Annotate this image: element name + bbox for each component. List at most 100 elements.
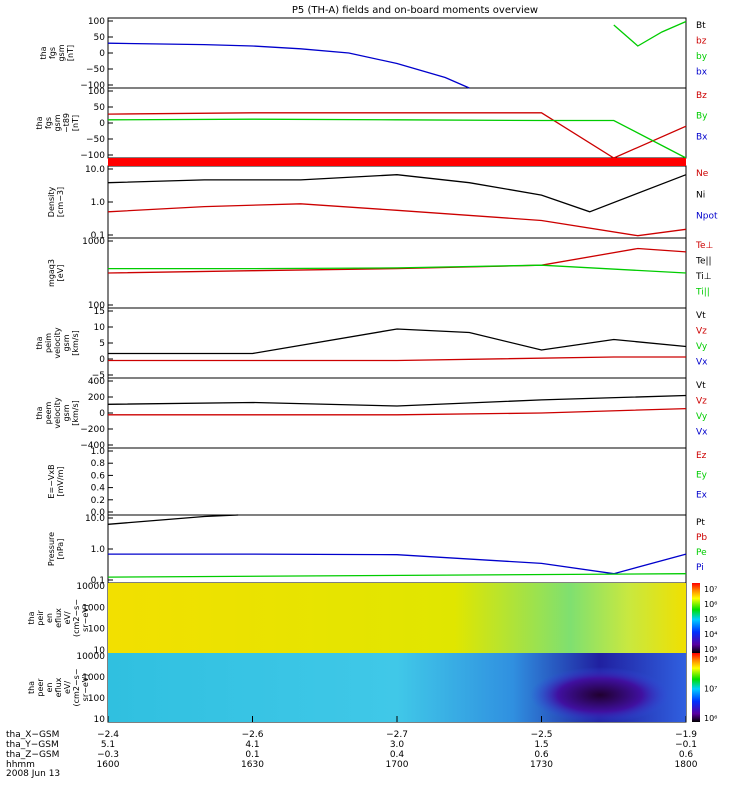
legend-bz: bz (696, 37, 707, 47)
legend-Vx: Vx (696, 358, 708, 368)
ylabel-line: [nT] (66, 45, 75, 61)
colorbar-label: 10⁵ (704, 615, 717, 624)
ylabel-line: tha (39, 46, 48, 59)
panel-frame-1 (107, 87, 687, 159)
x-axis: tha_X−GSM −2.4 −2.6 −2.7 −2.5 −1.9 tha_Y−GSM 5.… (6, 716, 698, 770)
panel-ylabel-7: Pressure[nPa] (47, 532, 65, 566)
ytick-label: 15 (94, 307, 105, 317)
ion-colorbar (692, 583, 700, 653)
ylabel-line: gsm (62, 334, 71, 351)
xaxis-value: 0.6 (534, 750, 549, 760)
panel-frame-2 (107, 165, 687, 239)
ylabel-line: (cm2−s− (72, 599, 81, 637)
ytick-label: 0 (99, 355, 105, 365)
ytick-label: −5 (92, 371, 105, 381)
ytick-label: 0.2 (91, 496, 105, 506)
ylabel-line: tha (27, 611, 36, 624)
panel-ylabel-1: thafgsgsm−t89[nT] (35, 113, 80, 133)
colorbar-label: 10⁶ (704, 600, 717, 609)
ytick-label: 10000 (76, 582, 105, 592)
ylabel-line: mgaq3 (47, 259, 56, 287)
ylabel-line: tha (35, 336, 44, 349)
ytick-label: 0.4 (91, 484, 106, 494)
series-Ti|| (108, 264, 687, 274)
ytick-label: −100 (80, 81, 105, 91)
ylabel-line: [cm−3] (56, 187, 65, 217)
ylabel-line: velocity (53, 397, 62, 429)
legend-Ni: Ni (696, 190, 705, 200)
xaxis-value: −2.5 (531, 730, 553, 740)
xaxis-value: −2.7 (386, 730, 408, 740)
ylabel-line: eflux (54, 608, 63, 628)
ylabel-line: en (45, 683, 54, 693)
ytick-label: 0 (99, 49, 105, 59)
legend-Vt: Vt (696, 381, 706, 391)
ytick-label: 0.1 (91, 231, 105, 241)
ytick-label: 0.1 (91, 576, 105, 586)
xaxis-row-label: tha_Z−GSM (6, 750, 59, 760)
ytick-label: 0 (99, 409, 105, 419)
ytick-label: 50 (94, 33, 106, 43)
legend-Vz: Vz (696, 397, 707, 407)
red-separator-bar (108, 158, 686, 166)
panels-group: 100500−50−100thafgsgsm[nT]Btbzbybx100500… (27, 17, 718, 725)
ytick-label: 100 (88, 694, 105, 704)
series-bx (107, 42, 470, 89)
ytick-label: 200 (88, 393, 105, 403)
ylabel-line: [km/s] (71, 330, 80, 356)
legend-Pt: Pt (696, 518, 705, 528)
series-By (107, 118, 687, 159)
legend-Bt: Bt (696, 21, 706, 31)
panel-ylabel-4: thapeimvelocitygsm[km/s] (35, 327, 80, 359)
electron-colorbar (692, 653, 700, 722)
legend-Te||: Te|| (695, 257, 712, 267)
xaxis-row-label: hhmm (6, 760, 35, 770)
ytick-label: 1000 (82, 237, 105, 247)
ylabel-line: fgs (44, 117, 53, 129)
ylabel-line: fgs (48, 47, 57, 59)
legend-Vt: Vt (696, 311, 706, 321)
xaxis-value: −2.4 (97, 730, 119, 740)
colorbar-label: 10³ (704, 645, 717, 654)
series-Ne (107, 203, 687, 237)
xaxis-value: 1700 (386, 760, 409, 770)
date-label: 2008 Jun 13 (6, 769, 60, 779)
series-Pi (108, 553, 687, 575)
ylabel-line: peim (44, 333, 53, 353)
ylabel-line: Density (47, 187, 56, 218)
ylabel-line: [nPa] (56, 539, 65, 560)
ytick-label: 100 (88, 301, 105, 311)
ylabel-line: peir (36, 610, 45, 626)
series-Vz (108, 356, 686, 362)
chart-title: P5 (TH-A) fields and on-board moments ov… (292, 5, 538, 16)
series-Pe (107, 573, 687, 578)
legend-Npot: Npot (696, 212, 718, 222)
ylabel-line: (cm2−s− (72, 669, 81, 707)
legend-Bx: Bx (696, 132, 708, 142)
ylabel-line: peer (36, 678, 45, 697)
xaxis-value: −0.3 (97, 750, 119, 760)
colorbar-label: 10⁶ (704, 714, 717, 723)
ylabel-line: gsm (53, 114, 62, 131)
ytick-label: 1.0 (91, 545, 106, 555)
ytick-label: 1000 (82, 603, 105, 613)
ytick-label: 50 (94, 103, 106, 113)
xaxis-value: 3.0 (390, 740, 405, 750)
series-by (613, 20, 687, 47)
series-Bz (107, 112, 687, 159)
legend-bx: bx (696, 68, 708, 78)
ylabel-line: tha (35, 406, 44, 419)
legend-Ey: Ey (696, 471, 708, 481)
xaxis-value: 1800 (675, 760, 698, 770)
xaxis-value: −2.6 (242, 730, 264, 740)
ytick-label: −400 (80, 441, 105, 451)
ylabel-line: tha (27, 681, 36, 694)
panel-ylabel-8: thapeirenefluxeV/(cm2−s−sr−eV) (27, 599, 90, 637)
xaxis-value: 1730 (530, 760, 553, 770)
legend-Pe: Pe (696, 548, 707, 558)
colorbar-label: 10⁴ (704, 630, 717, 639)
ytick-label: 0 (99, 119, 105, 129)
ytick-label: 100 (88, 87, 105, 97)
panel-frame-4 (107, 307, 687, 379)
